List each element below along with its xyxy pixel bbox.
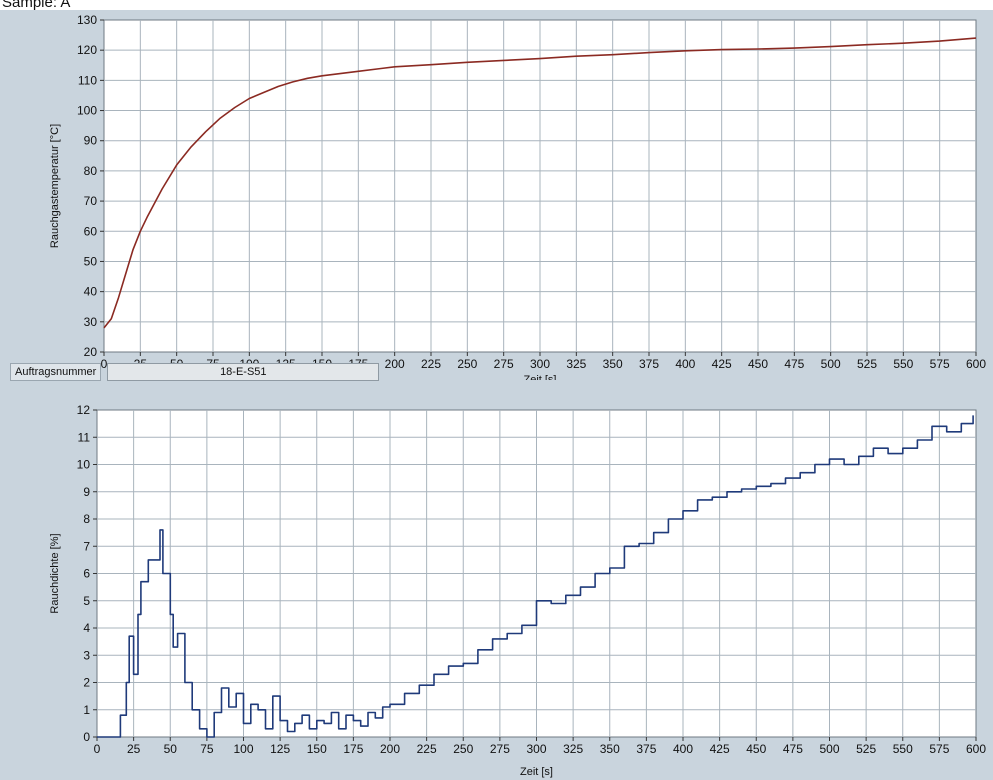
y-tick-label: 9 (83, 485, 90, 499)
x-tick-label: 375 (636, 742, 656, 756)
x-tick-label: 175 (343, 742, 363, 756)
x-tick-label: 325 (563, 742, 583, 756)
x-tick-label: 200 (385, 357, 405, 371)
x-tick-label: 250 (457, 357, 477, 371)
sample-caption: Sample: A (2, 0, 71, 11)
x-tick-label: 0 (101, 357, 108, 371)
x-tick-label: 150 (307, 742, 327, 756)
y-tick-label: 1 (83, 703, 90, 717)
x-tick-label: 400 (675, 357, 695, 371)
x-tick-label: 275 (490, 742, 510, 756)
y-tick-label: 3 (83, 648, 90, 662)
temperature-chart: 0255075100125150175200225250275300325350… (49, 13, 986, 380)
x-tick-label: 325 (566, 357, 586, 371)
y-tick-label: 50 (84, 254, 98, 268)
x-tick-label: 500 (821, 357, 841, 371)
x-tick-label: 400 (673, 742, 693, 756)
x-tick-label: 25 (127, 742, 141, 756)
y-tick-label: 60 (84, 224, 98, 238)
x-tick-label: 525 (857, 357, 877, 371)
y-tick-label: 100 (77, 104, 97, 118)
y-tick-label: 40 (84, 285, 98, 299)
y-tick-label: 0 (83, 730, 90, 744)
y-tick-label: 10 (77, 458, 91, 472)
y-tick-label: 30 (84, 315, 98, 329)
x-tick-label: 525 (856, 742, 876, 756)
x-tick-label: 475 (783, 742, 803, 756)
y-tick-label: 7 (83, 539, 90, 553)
x-tick-label: 575 (929, 742, 949, 756)
x-tick-label: 225 (417, 742, 437, 756)
y-tick-label: 2 (83, 676, 90, 690)
x-tick-label: 550 (893, 357, 913, 371)
x-tick-label: 75 (200, 742, 214, 756)
y-tick-label: 8 (83, 512, 90, 526)
x-tick-label: 575 (930, 357, 950, 371)
x-tick-label: 425 (710, 742, 730, 756)
x-tick-label: 300 (526, 742, 546, 756)
y-tick-label: 130 (77, 13, 97, 27)
y-tick-label: 12 (77, 403, 91, 417)
x-tick-label: 50 (164, 742, 178, 756)
x-tick-label: 375 (639, 357, 659, 371)
series-line (97, 415, 974, 738)
y-tick-label: 6 (83, 567, 90, 581)
order-number-field: Auftragsnummer 18-E-S51 (10, 362, 380, 382)
x-tick-label: 475 (784, 357, 804, 371)
x-tick-label: 425 (712, 357, 732, 371)
x-tick-label: 600 (966, 357, 986, 371)
x-tick-label: 250 (453, 742, 473, 756)
x-tick-label: 550 (893, 742, 913, 756)
y-tick-label: 70 (84, 194, 98, 208)
x-tick-label: 500 (819, 742, 839, 756)
x-tick-label: 200 (380, 742, 400, 756)
x-tick-label: 350 (603, 357, 623, 371)
x-tick-label: 100 (233, 742, 253, 756)
y-tick-label: 11 (78, 430, 91, 444)
y-tick-label: 90 (84, 134, 98, 148)
y-tick-label: 4 (83, 621, 90, 635)
x-tick-label: 0 (94, 742, 101, 756)
x-tick-label: 225 (421, 357, 441, 371)
y-axis-label: Rauchdichte [%] (49, 533, 61, 613)
order-number-input[interactable]: 18-E-S51 (107, 363, 380, 381)
x-tick-label: 450 (746, 742, 766, 756)
x-tick-label: 350 (600, 742, 620, 756)
y-tick-label: 5 (83, 594, 90, 608)
x-tick-label: 125 (270, 742, 290, 756)
y-tick-label: 120 (77, 43, 97, 57)
y-tick-label: 80 (84, 164, 98, 178)
x-tick-label: 275 (494, 357, 514, 371)
y-tick-label: 110 (78, 73, 97, 87)
y-axis-label: Rauchgastemperatur [°C] (49, 124, 61, 248)
y-tick-label: 20 (84, 345, 98, 359)
x-tick-label: 450 (748, 357, 768, 371)
series-line (103, 37, 977, 329)
x-axis-label: Zeit [s] (520, 766, 553, 778)
x-tick-label: 600 (966, 742, 986, 756)
x-axis-label: Zeit [s] (523, 374, 556, 380)
x-tick-label: 300 (530, 357, 550, 371)
order-number-label: Auftragsnummer (10, 363, 102, 381)
